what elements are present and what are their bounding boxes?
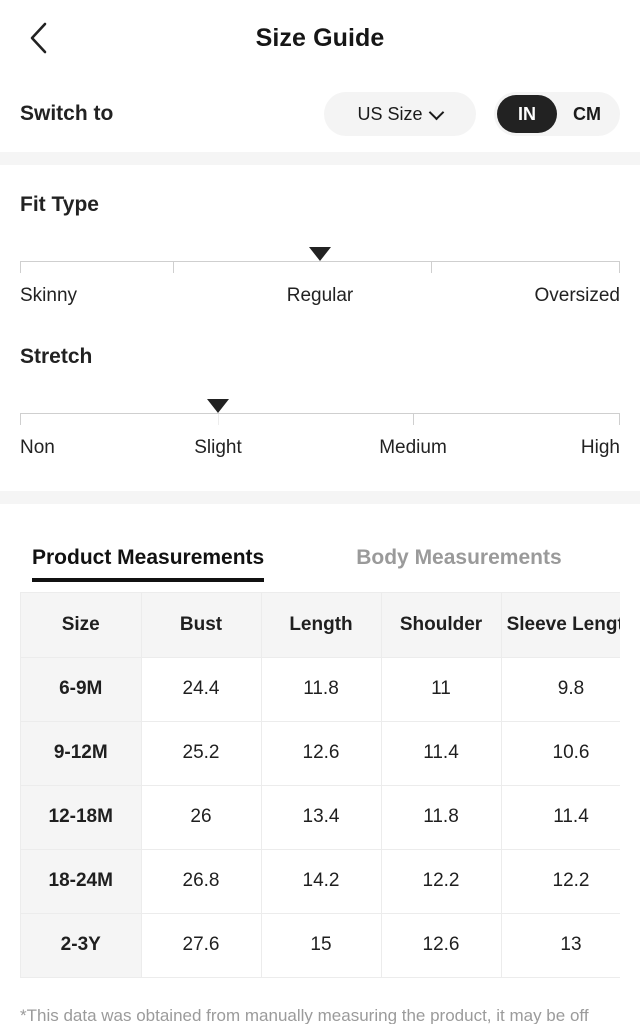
size-system-value: US Size bbox=[357, 103, 423, 124]
cell-shoulder: 11.8 bbox=[381, 785, 502, 850]
stretch-label-3: High bbox=[580, 437, 620, 458]
stretch-section: Stretch Non Slight Medium High bbox=[0, 317, 640, 469]
fit-type-scale: Skinny Regular Oversized bbox=[20, 245, 620, 313]
top-bar: Size Guide bbox=[0, 0, 640, 76]
cell-size: 2-3Y bbox=[21, 913, 142, 977]
tab-product-measurements[interactable]: Product Measurements bbox=[32, 546, 265, 582]
stretch-marker-lane bbox=[20, 397, 620, 413]
stretch-tick-2 bbox=[413, 414, 414, 425]
cell-shoulder: 11.4 bbox=[381, 721, 502, 786]
cell-sleeve: 12.2 bbox=[501, 849, 620, 914]
table-row: 12-18M 26 13.4 11.8 11.4 bbox=[21, 785, 620, 850]
stretch-label-1: Slight bbox=[194, 437, 242, 458]
stretch-tick-1 bbox=[218, 414, 219, 425]
column-header-shoulder: Shoulder bbox=[381, 593, 502, 658]
table-row: 6-9M 24.4 11.8 11 9.8 bbox=[21, 657, 620, 722]
cell-sleeve: 10.6 bbox=[501, 721, 620, 786]
cell-length: 13.4 bbox=[261, 785, 382, 850]
stretch-scale: Non Slight Medium High bbox=[20, 397, 620, 465]
measurement-tabs: Product Measurements Body Measurements bbox=[0, 504, 640, 582]
chevron-left-icon bbox=[27, 21, 49, 55]
stretch-label-2: Medium bbox=[379, 437, 447, 458]
size-table-scroll[interactable]: Size Bust Length Shoulder Sleeve Length … bbox=[20, 592, 620, 978]
cell-shoulder: 11 bbox=[381, 657, 502, 722]
fit-type-labels: Skinny Regular Oversized bbox=[20, 285, 620, 313]
fit-type-label-2: Oversized bbox=[534, 285, 620, 306]
cell-length: 14.2 bbox=[261, 849, 382, 914]
table-header-row: Size Bust Length Shoulder Sleeve Length bbox=[21, 593, 620, 658]
fit-type-section: Fit Type Skinny Regular Oversized bbox=[0, 165, 640, 317]
cell-bust: 26.8 bbox=[141, 849, 262, 914]
cell-size: 18-24M bbox=[21, 849, 142, 914]
chevron-down-icon bbox=[431, 106, 443, 118]
fit-type-axis bbox=[20, 261, 620, 273]
cell-shoulder: 12.6 bbox=[381, 913, 502, 977]
cell-length: 15 bbox=[261, 913, 382, 977]
fit-type-tick-2 bbox=[431, 262, 432, 273]
column-header-length: Length bbox=[261, 593, 382, 658]
unit-option-in[interactable]: IN bbox=[497, 95, 557, 133]
switch-to-label: Switch to bbox=[20, 102, 114, 125]
cell-bust: 25.2 bbox=[141, 721, 262, 786]
column-header-size: Size bbox=[21, 593, 142, 658]
column-header-bust: Bust bbox=[141, 593, 262, 658]
cell-sleeve: 13 bbox=[501, 913, 620, 977]
cell-size: 9-12M bbox=[21, 721, 142, 786]
measurement-footnote: *This data was obtained from manually me… bbox=[20, 1006, 589, 1024]
section-divider-2 bbox=[0, 491, 640, 504]
switch-controls: US Size IN CM bbox=[324, 92, 620, 136]
cell-bust: 26 bbox=[141, 785, 262, 850]
cell-sleeve: 9.8 bbox=[501, 657, 620, 722]
stretch-label-0: Non bbox=[20, 437, 55, 458]
fit-type-tick-1 bbox=[173, 262, 174, 273]
table-row: 18-24M 26.8 14.2 12.2 12.2 bbox=[21, 849, 620, 914]
stretch-title: Stretch bbox=[20, 345, 93, 368]
cell-bust: 24.4 bbox=[141, 657, 262, 722]
unit-option-cm[interactable]: CM bbox=[573, 103, 601, 124]
fit-type-label-1: Regular bbox=[286, 285, 354, 306]
stretch-marker bbox=[207, 399, 229, 413]
cell-sleeve: 11.4 bbox=[501, 785, 620, 850]
tab-body-measurements[interactable]: Body Measurements bbox=[356, 546, 562, 569]
cell-bust: 27.6 bbox=[141, 913, 262, 977]
fit-type-title: Fit Type bbox=[20, 193, 99, 216]
stretch-axis bbox=[20, 413, 620, 425]
cell-length: 12.6 bbox=[261, 721, 382, 786]
column-header-sleeve: Sleeve Length bbox=[501, 593, 620, 658]
cell-size: 6-9M bbox=[21, 657, 142, 722]
table-row: 2-3Y 27.6 15 12.6 13 bbox=[21, 913, 620, 977]
switch-to-row: Switch to US Size IN CM bbox=[0, 76, 640, 152]
cell-size: 12-18M bbox=[21, 785, 142, 850]
fit-type-label-0: Skinny bbox=[20, 285, 78, 306]
table-row: 9-12M 25.2 12.6 11.4 10.6 bbox=[21, 721, 620, 786]
size-system-dropdown[interactable]: US Size bbox=[324, 92, 476, 136]
cell-shoulder: 12.2 bbox=[381, 849, 502, 914]
fit-type-marker-lane bbox=[20, 245, 620, 261]
cell-length: 11.8 bbox=[261, 657, 382, 722]
page-title: Size Guide bbox=[255, 23, 385, 52]
unit-toggle[interactable]: IN CM bbox=[494, 92, 620, 136]
section-divider-1 bbox=[0, 152, 640, 165]
fit-type-marker bbox=[309, 247, 331, 261]
stretch-labels: Non Slight Medium High bbox=[20, 437, 620, 465]
size-table: Size Bust Length Shoulder Sleeve Length … bbox=[21, 593, 620, 977]
back-button[interactable] bbox=[16, 16, 60, 60]
